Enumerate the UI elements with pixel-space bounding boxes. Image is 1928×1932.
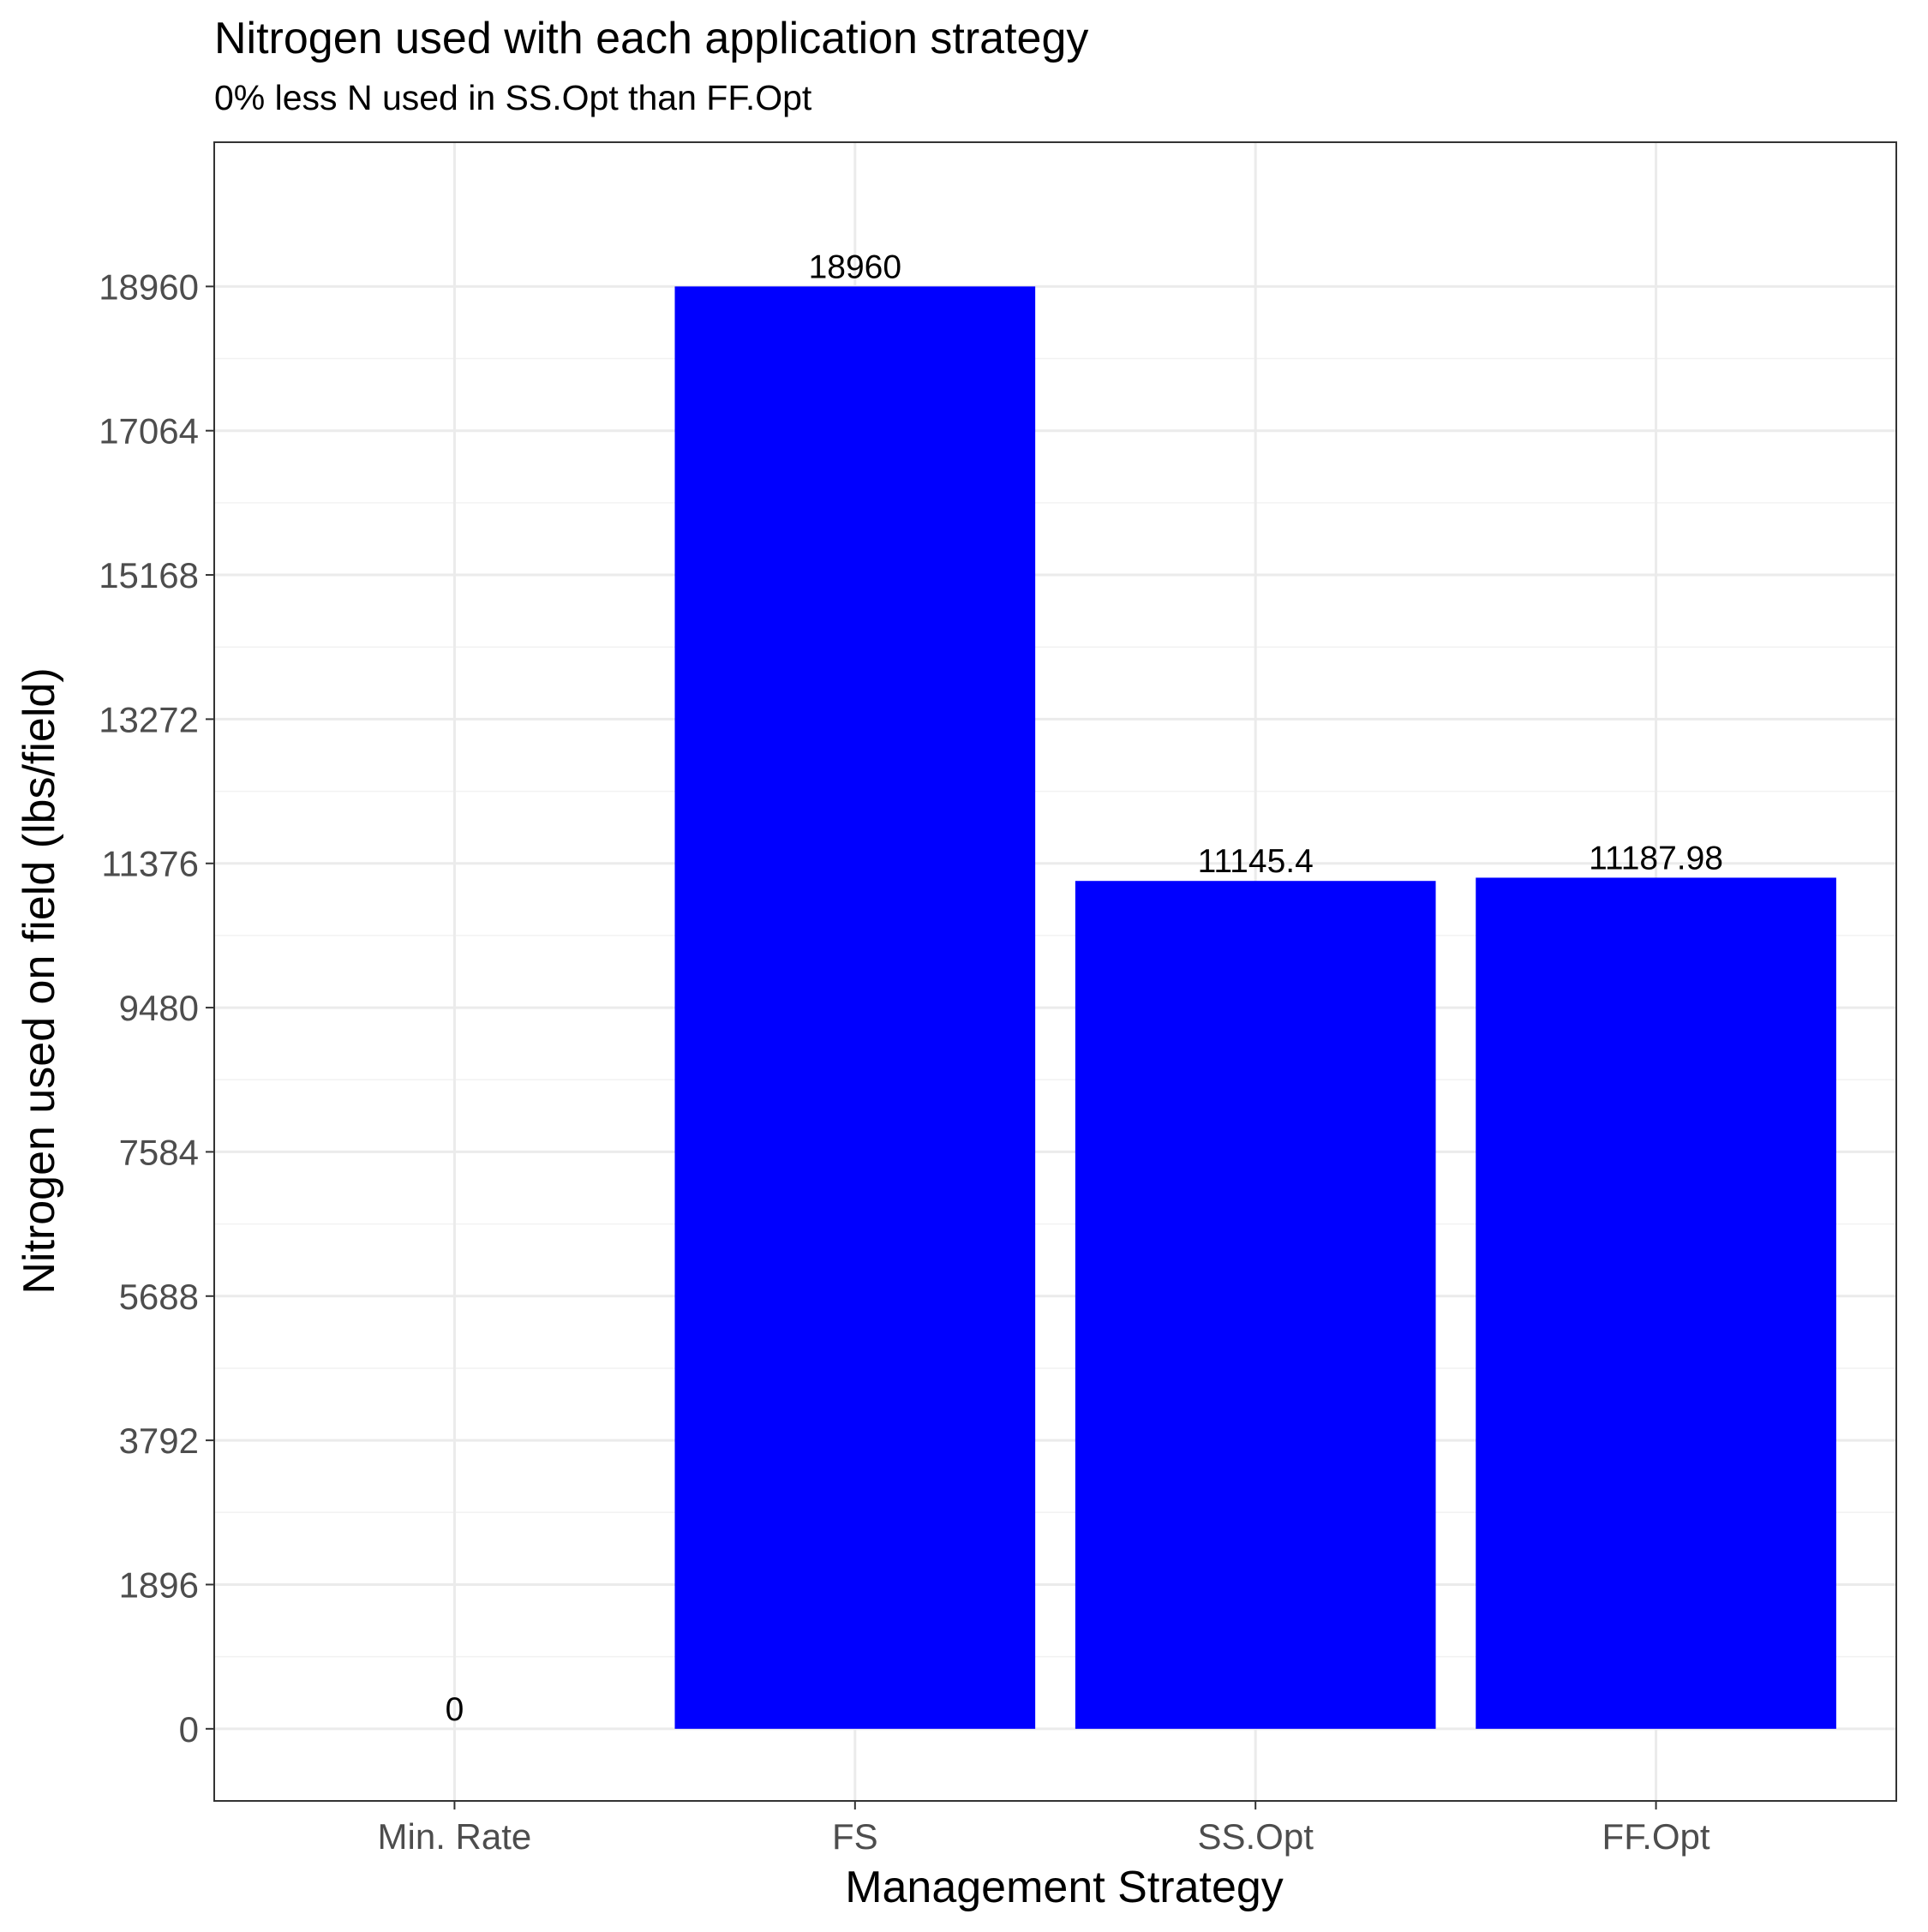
chart-subtitle: 0% less N used in SS.Opt than FF.Opt bbox=[214, 78, 812, 117]
data-label: 0 bbox=[446, 1691, 464, 1728]
x-axis-title: Management Strategy bbox=[845, 1863, 1284, 1912]
data-label: 11145.4 bbox=[1198, 843, 1314, 880]
y-axis-title: Nitrogen used on field (lbs/field) bbox=[15, 667, 64, 1294]
y-tick-label: 5688 bbox=[119, 1277, 199, 1317]
data-label: 11187.98 bbox=[1589, 840, 1723, 876]
bar-fs bbox=[674, 286, 1036, 1729]
y-tick-label: 7584 bbox=[119, 1132, 199, 1172]
panel-border bbox=[213, 141, 1897, 1802]
y-tick-label: 15168 bbox=[99, 555, 199, 595]
y-tick-label: 0 bbox=[179, 1709, 199, 1750]
x-tick-label: FF.Opt bbox=[1602, 1816, 1710, 1857]
y-tick-label: 1896 bbox=[119, 1564, 199, 1605]
y-tick-label: 17064 bbox=[99, 411, 199, 452]
data-label: 18960 bbox=[809, 248, 901, 285]
bars bbox=[674, 286, 1836, 1729]
bar-ff-opt bbox=[1476, 877, 1836, 1729]
y-tick-label: 18960 bbox=[99, 266, 199, 307]
y-tick-label: 9480 bbox=[119, 988, 199, 1028]
chart-title: Nitrogen used with each application stra… bbox=[214, 14, 1088, 63]
y-tick-label: 3792 bbox=[119, 1421, 199, 1461]
y-tick-label: 11376 bbox=[101, 844, 199, 884]
x-tick-label: FS bbox=[832, 1816, 878, 1857]
axes: 0 1896 3792 5688 7584 9480 11376 13272 15168 1706… bbox=[99, 266, 1710, 1857]
bar-ss-opt bbox=[1075, 881, 1436, 1729]
data-labels: 0 18960 11145.4 11187.98 bbox=[446, 248, 1723, 1727]
y-tick-label: 13272 bbox=[99, 699, 199, 739]
x-tick-label: SS.Opt bbox=[1197, 1816, 1314, 1857]
x-tick-label: Min. Rate bbox=[378, 1816, 532, 1857]
